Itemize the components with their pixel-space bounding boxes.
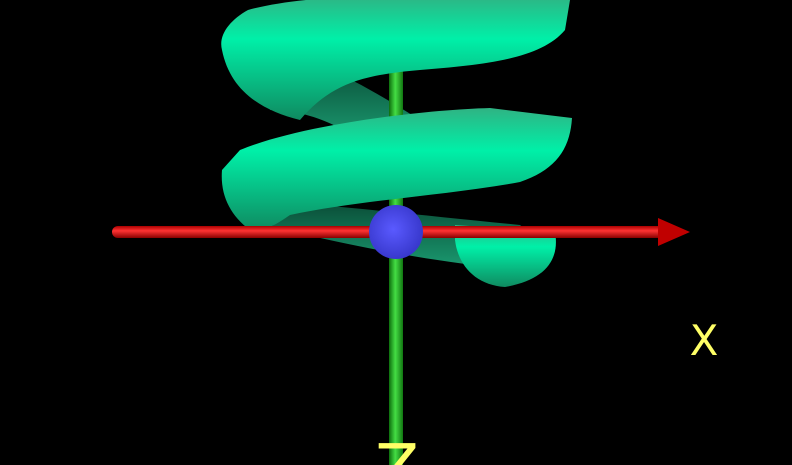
helix-band xyxy=(455,225,556,287)
origin-sphere xyxy=(369,205,423,259)
x-axis-label: X xyxy=(690,316,719,365)
helix-band xyxy=(221,0,570,120)
x-axis-arrow xyxy=(658,218,690,246)
helix-band xyxy=(221,108,572,231)
z-axis-label: Z xyxy=(375,432,419,465)
